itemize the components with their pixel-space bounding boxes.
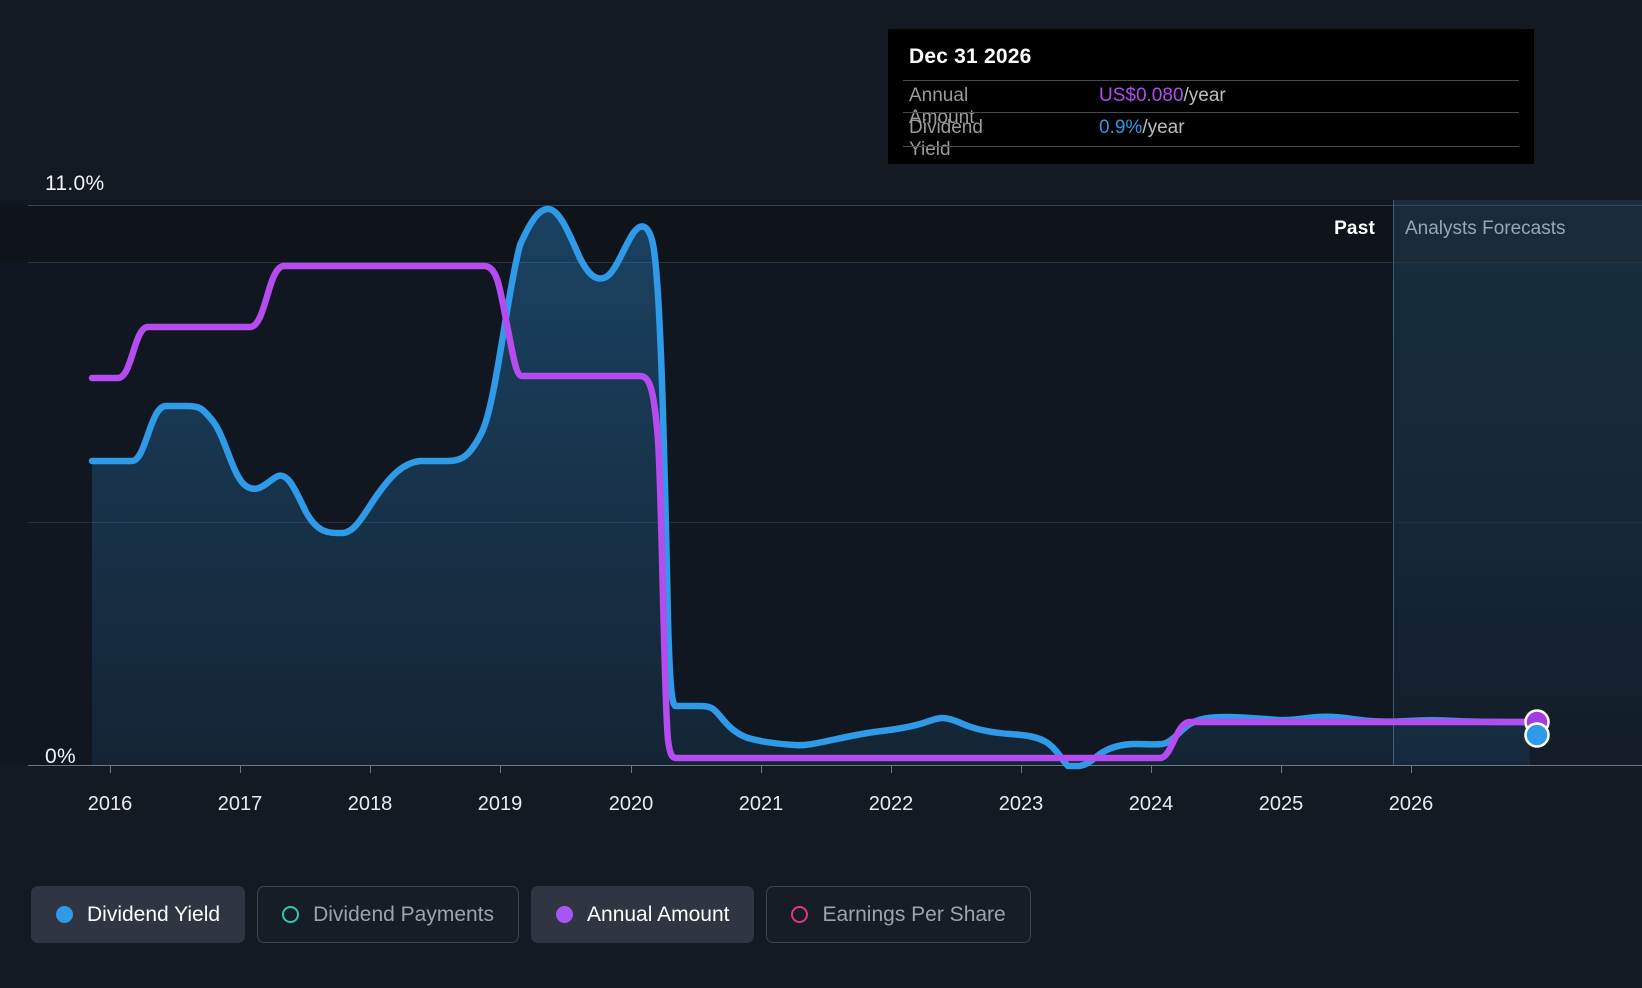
x-label-2023: 2023 xyxy=(998,793,1044,815)
legend-label-earnings-per-share: Earnings Per Share xyxy=(822,902,1006,926)
past-period-strip xyxy=(0,205,1393,263)
past-label: Past xyxy=(1334,218,1375,239)
legend-item-earnings-per-share[interactable]: Earnings Per Share xyxy=(766,886,1031,943)
x-label-2018: 2018 xyxy=(347,793,393,815)
dividend-yield-area xyxy=(92,209,1530,766)
tooltip-yield-number: 0.9% xyxy=(1099,117,1143,138)
x-tick-2025 xyxy=(1281,765,1282,773)
forecast-period-strip xyxy=(1393,205,1642,263)
period-strip-rule-top xyxy=(28,205,1642,206)
x-label-2026: 2026 xyxy=(1388,793,1434,815)
x-tick-2018 xyxy=(370,765,371,773)
y-axis-max-label: 11.0% xyxy=(45,172,105,195)
x-label-2020: 2020 xyxy=(608,793,654,815)
tooltip-rule-2 xyxy=(903,112,1519,113)
chart-legend: Dividend Yield Dividend Payments Annual … xyxy=(31,886,1031,943)
tooltip-rule-1 xyxy=(903,80,1519,81)
legend-label-annual-amount: Annual Amount xyxy=(587,902,730,926)
x-label-2025: 2025 xyxy=(1258,793,1304,815)
tooltip-value-dividend-yield: 0.9%/year xyxy=(1099,117,1185,139)
legend-item-dividend-payments[interactable]: Dividend Payments xyxy=(257,886,520,943)
tooltip-amount-number: US$0.080 xyxy=(1099,85,1184,106)
legend-label-dividend-payments: Dividend Payments xyxy=(313,902,495,926)
x-tick-2024 xyxy=(1151,765,1152,773)
tooltip-yield-suffix: /year xyxy=(1142,117,1185,138)
x-tick-2026 xyxy=(1411,765,1412,773)
x-label-2024: 2024 xyxy=(1128,793,1174,815)
x-label-2016: 2016 xyxy=(87,793,133,815)
x-tick-2016 xyxy=(110,765,111,773)
x-tick-2017 xyxy=(240,765,241,773)
tooltip-value-annual-amount: US$0.080/year xyxy=(1099,85,1226,107)
x-tick-2020 xyxy=(631,765,632,773)
forecast-region-band xyxy=(1393,200,1642,765)
x-label-2017: 2017 xyxy=(217,793,263,815)
dividend-yield-dot-icon xyxy=(56,906,73,923)
tooltip-rule-3 xyxy=(903,146,1519,147)
x-label-2021: 2021 xyxy=(738,793,784,815)
legend-item-dividend-yield[interactable]: Dividend Yield xyxy=(31,886,246,943)
chart-tooltip: Dec 31 2026 Annual Amount US$0.080/year … xyxy=(889,30,1533,163)
x-label-2022: 2022 xyxy=(868,793,914,815)
dividend-payments-circle-icon xyxy=(282,906,300,923)
legend-label-dividend-yield: Dividend Yield xyxy=(87,902,221,926)
forecast-label: Analysts Forecasts xyxy=(1405,218,1566,239)
gridline-mid xyxy=(28,522,1642,523)
tooltip-key-dividend-yield: Dividend Yield xyxy=(909,117,983,160)
legend-item-annual-amount[interactable]: Annual Amount xyxy=(531,886,755,943)
x-label-2019: 2019 xyxy=(477,793,523,815)
x-tick-2022 xyxy=(891,765,892,773)
x-tick-2021 xyxy=(761,765,762,773)
y-axis-min-label: 0% xyxy=(45,745,76,768)
annual-amount-line xyxy=(88,262,1538,762)
x-tick-2019 xyxy=(500,765,501,773)
earnings-per-share-circle-icon xyxy=(791,906,809,923)
forecast-divider-line xyxy=(1393,200,1394,765)
period-strip-rule-bottom xyxy=(28,262,1642,263)
dividend-yield-endpoint-marker xyxy=(1524,722,1550,748)
tooltip-amount-suffix: /year xyxy=(1183,85,1226,106)
tooltip-date: Dec 31 2026 xyxy=(909,45,1032,68)
annual-amount-dot-icon xyxy=(556,906,574,923)
x-tick-2023 xyxy=(1021,765,1022,773)
